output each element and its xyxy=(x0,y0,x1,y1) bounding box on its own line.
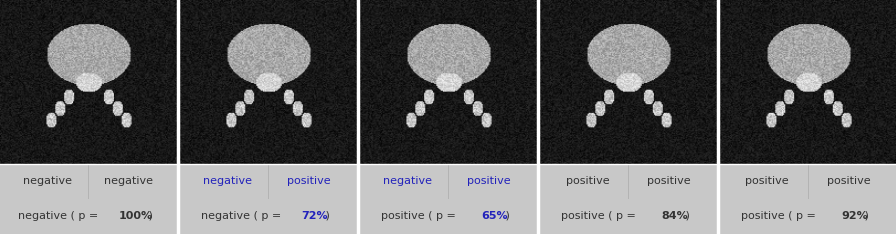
Text: positive ( p =: positive ( p = xyxy=(561,211,639,221)
Text: negative ( p =: negative ( p = xyxy=(18,211,101,221)
Text: 72%: 72% xyxy=(302,211,328,221)
Text: ): ) xyxy=(502,211,510,221)
Text: positive: positive xyxy=(827,176,870,186)
Text: 65%: 65% xyxy=(481,211,508,221)
Text: ): ) xyxy=(322,211,330,221)
Text: 92%: 92% xyxy=(841,211,868,221)
Text: positive: positive xyxy=(745,176,789,186)
Text: positive: positive xyxy=(565,176,609,186)
Text: positive: positive xyxy=(647,176,690,186)
Text: 100%: 100% xyxy=(118,211,152,221)
Text: positive: positive xyxy=(467,176,511,186)
Text: negative ( p =: negative ( p = xyxy=(201,211,285,221)
Text: negative: negative xyxy=(383,176,432,186)
Text: positive ( p =: positive ( p = xyxy=(741,211,819,221)
Text: negative: negative xyxy=(23,176,72,186)
Text: ): ) xyxy=(145,211,153,221)
Text: 84%: 84% xyxy=(661,211,688,221)
Text: positive: positive xyxy=(287,176,331,186)
Text: ): ) xyxy=(861,211,869,221)
Text: negative: negative xyxy=(203,176,252,186)
Text: positive ( p =: positive ( p = xyxy=(381,211,460,221)
Text: ): ) xyxy=(682,211,689,221)
Text: negative: negative xyxy=(104,176,153,186)
